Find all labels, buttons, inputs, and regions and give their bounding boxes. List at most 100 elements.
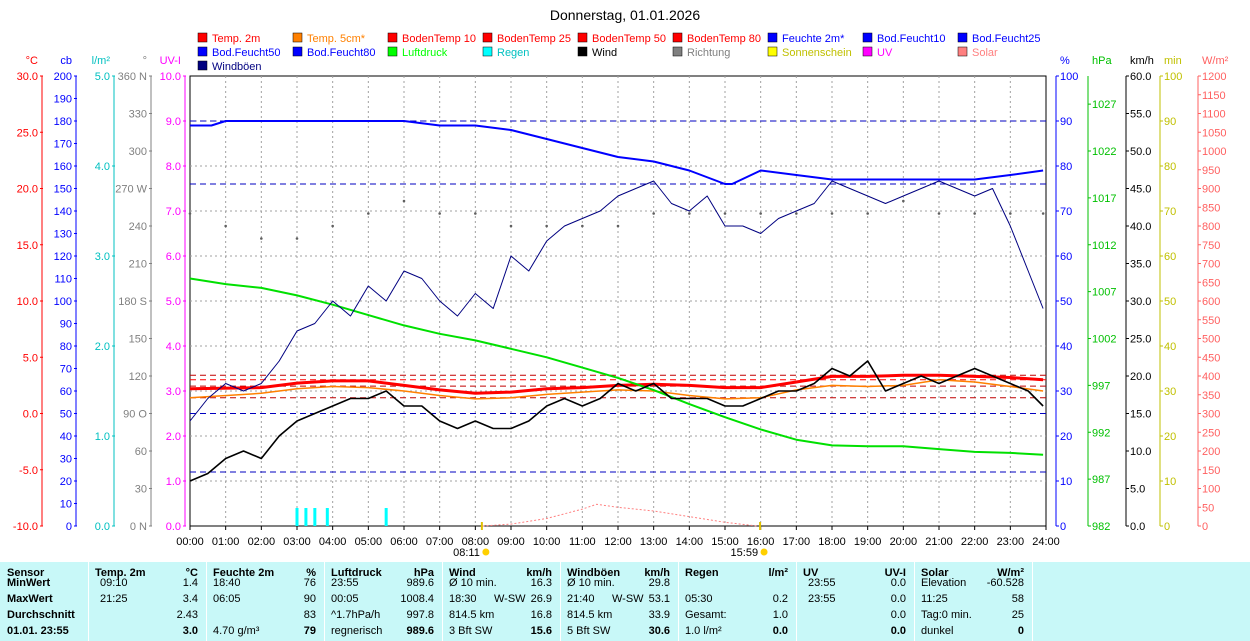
stats-header: Windböen <box>567 567 621 579</box>
x-tick-label: 21:00 <box>925 536 953 548</box>
axis-tick-label: 140 <box>54 206 72 218</box>
stats-label: 23:55 <box>808 577 836 589</box>
stats-label: 18:30 <box>449 593 477 605</box>
axis-tick-label: 0.0 <box>1130 521 1145 533</box>
stats-value: 30.6 <box>648 625 670 637</box>
axis-tick-label: 180 S <box>118 296 147 308</box>
rain-bar <box>295 508 299 526</box>
stats-value: 2.43 <box>176 609 198 621</box>
sunset-label: 15:59 <box>731 547 759 559</box>
axis-tick-label: 50.0 <box>1130 146 1151 158</box>
direction-point <box>652 212 655 215</box>
stats-unit: l/m² <box>768 567 788 579</box>
axis-tick-label: 270 W <box>115 184 147 196</box>
series-line <box>189 360 1044 482</box>
axis-tick-label: 987 <box>1092 474 1110 486</box>
legend-label: Bod.Feucht80 <box>307 47 376 59</box>
stats-column-luftdruck: Luftdruck hPa 23:55 989.6 00:05 1008.4 ^1.7hPa… <box>324 562 443 641</box>
stats-value: 58 <box>1011 593 1024 605</box>
axis-tick-label: 0 <box>1164 521 1170 533</box>
series-line <box>189 277 1044 456</box>
x-tick-label: 19:00 <box>854 536 882 548</box>
axis-tick-label: 90 <box>1060 116 1072 128</box>
stats-header: Solar <box>921 567 949 579</box>
stats-direction: W-SW <box>494 593 526 605</box>
legend-label: Solar <box>972 47 998 59</box>
stats-label: 21:40 <box>567 593 595 605</box>
direction-point <box>902 199 905 203</box>
legend-label: BodenTemp 25 <box>497 33 571 45</box>
stats-header: UV <box>803 567 819 579</box>
stats-value: 3.0 <box>182 625 198 637</box>
x-tick-label: 14:00 <box>676 536 704 548</box>
axis-tick-label: 150 <box>129 334 147 346</box>
axis-tick-label: 80 <box>1060 161 1072 173</box>
legend-label: Luftdruck <box>402 47 448 59</box>
x-tick-label: 00:00 <box>176 536 204 548</box>
x-tick-label: 03:00 <box>283 536 311 548</box>
legend-label: UV <box>877 47 893 59</box>
direction-point <box>581 224 584 228</box>
axis-tick-label: 90 <box>60 319 72 331</box>
axis-tick-label: 300 <box>1202 409 1220 421</box>
axis-tick-label: 60 <box>1164 251 1176 263</box>
x-tick-label: 23:00 <box>997 536 1025 548</box>
stats-value: 3.4 <box>182 593 198 605</box>
axis-tick-label: 100 <box>54 296 72 308</box>
axis-tick-label: 150 <box>1202 465 1220 477</box>
stats-label: Tag:0 min. <box>921 609 972 621</box>
axis-tick-label: 40 <box>60 431 72 443</box>
x-tick-label: 16:00 <box>747 536 775 548</box>
axis-unit: UV-I <box>160 55 181 67</box>
axis-unit: l/m² <box>92 55 111 67</box>
axis-tick-label: 600 <box>1202 296 1220 308</box>
direction-point <box>795 212 798 215</box>
x-tick-label: 13:00 <box>640 536 668 548</box>
axis-tick-label: 50 <box>1060 296 1072 308</box>
legend-swatch <box>577 32 588 43</box>
axis-tick-label: 0 N <box>130 521 147 533</box>
axis-tick-label: 30 <box>135 484 147 496</box>
axis-tick-label: 10 <box>60 499 72 511</box>
axis-tick-label: 120 <box>129 371 147 383</box>
direction-point <box>188 212 192 215</box>
legend-swatch <box>292 46 303 57</box>
x-tick-label: 04:00 <box>319 536 347 548</box>
x-tick-label: 01:00 <box>212 536 240 548</box>
axis-tick-label: 15.0 <box>17 240 38 252</box>
axis-tick-label: 300 <box>129 146 147 158</box>
axis-tick-label: 90 <box>1164 116 1176 128</box>
axis-tick-label: 7.0 <box>166 206 181 218</box>
stats-label: dunkel <box>921 625 954 637</box>
sunrise-label: 08:11 <box>453 547 480 559</box>
legend-swatch <box>862 46 873 57</box>
direction-point <box>1009 212 1012 215</box>
stats-value: 1.4 <box>182 577 198 589</box>
axis-tick-label: 150 <box>54 184 72 196</box>
axis-tick-label: 10 <box>1060 476 1072 488</box>
axis-tick-label: 60 <box>60 386 72 398</box>
axis-unit: km/h <box>1130 55 1154 67</box>
legend-swatch <box>482 46 493 57</box>
axis-tick-label: 240 <box>129 221 147 233</box>
axis-tick-label: 20.0 <box>17 184 38 196</box>
chart-title: Donnerstag, 01.01.2026 <box>550 7 700 23</box>
axis-tick-label: 190 <box>54 94 72 106</box>
stats-value: 0.0 <box>890 625 906 637</box>
stats-label: 4.70 g/m³ <box>213 625 260 637</box>
axis-tick-label: 20.0 <box>1130 371 1151 383</box>
axis-tick-label: 120 <box>54 251 72 263</box>
stats-label: 18:40 <box>213 577 241 589</box>
axis-tick-label: 160 <box>54 161 72 173</box>
axis-tick-label: 950 <box>1202 165 1220 177</box>
legend-swatch <box>292 32 303 43</box>
stats-value: 53.1 <box>648 593 670 605</box>
x-tick-label: 24:00 <box>1032 536 1060 548</box>
axis-tick-label: 400 <box>1202 371 1220 383</box>
axis-tick-label: 50 <box>60 409 72 421</box>
stats-value: 0.0 <box>890 609 906 621</box>
legend-label: Temp. 2m <box>212 33 260 45</box>
axis-tick-label: 40.0 <box>1130 221 1151 233</box>
x-tick-label: 10:00 <box>533 536 561 548</box>
rain-bar <box>304 508 308 526</box>
